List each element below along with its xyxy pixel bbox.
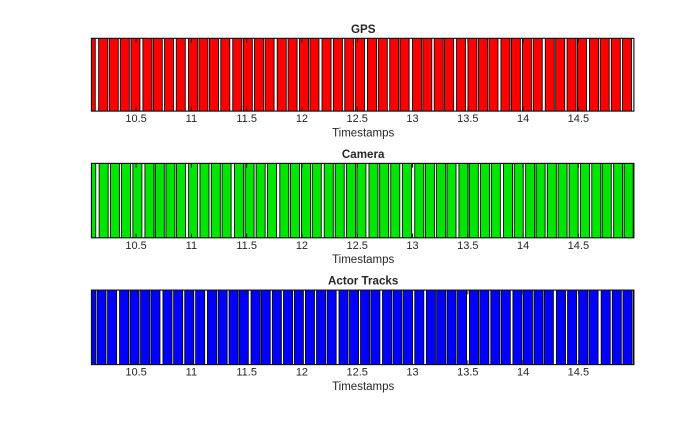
svg-text:14.5: 14.5 [568,113,589,125]
svg-text:12: 12 [296,240,308,252]
svg-text:14: 14 [517,240,529,252]
svg-text:13.5: 13.5 [457,367,478,379]
svg-text:13: 13 [406,240,418,252]
svg-text:11: 11 [186,367,197,379]
svg-text:10.5: 10.5 [125,240,146,252]
svg-text:Timestamps: Timestamps [332,381,394,393]
svg-text:Timestamps: Timestamps [332,254,394,266]
svg-text:12.5: 12.5 [347,367,368,379]
svg-text:13: 13 [406,367,418,379]
svg-text:13.5: 13.5 [457,240,478,252]
svg-text:Camera: Camera [342,148,385,161]
svg-text:11.5: 11.5 [236,113,257,125]
svg-text:GPS: GPS [351,23,376,36]
svg-text:14.5: 14.5 [568,240,589,252]
svg-text:14: 14 [517,113,529,125]
svg-text:Actor Tracks: Actor Tracks [328,275,398,288]
svg-text:12: 12 [296,367,308,379]
svg-text:12.5: 12.5 [347,113,368,125]
svg-text:11.5: 11.5 [236,240,257,252]
svg-text:Timestamps: Timestamps [332,127,394,139]
svg-text:11: 11 [186,240,197,252]
svg-text:11: 11 [186,113,197,125]
svg-text:12.5: 12.5 [347,240,368,252]
svg-text:12: 12 [296,113,308,125]
svg-text:10.5: 10.5 [125,113,146,125]
svg-text:14.5: 14.5 [568,367,589,379]
svg-text:11.5: 11.5 [236,367,257,379]
svg-text:14: 14 [517,367,529,379]
svg-text:13: 13 [406,113,418,125]
svg-text:13.5: 13.5 [457,113,478,125]
svg-text:10.5: 10.5 [125,367,146,379]
